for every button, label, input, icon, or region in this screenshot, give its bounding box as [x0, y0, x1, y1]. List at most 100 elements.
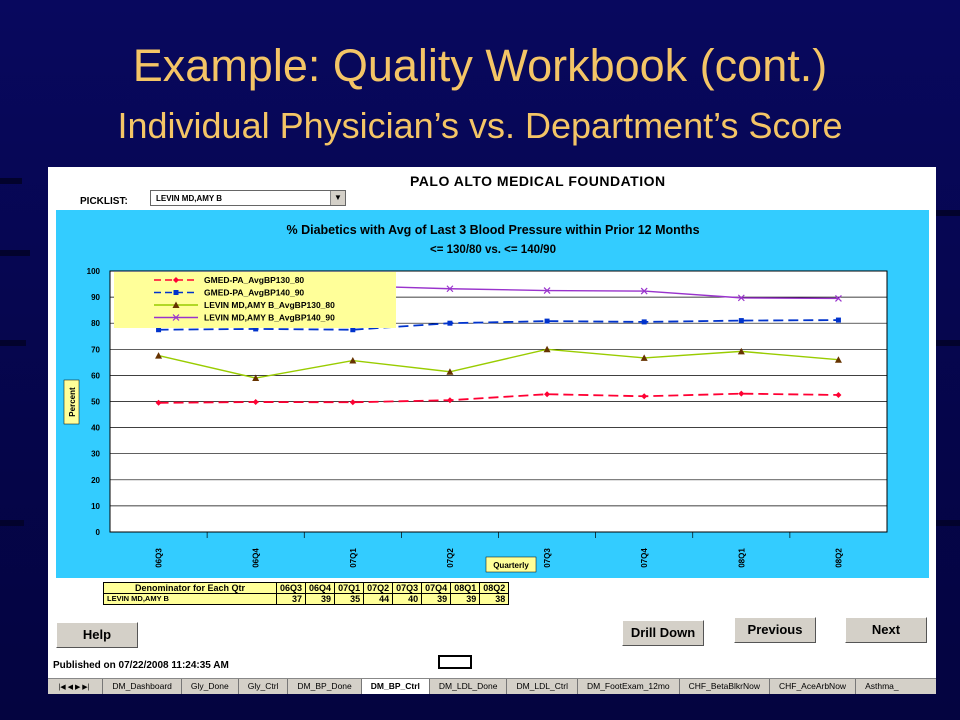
x-axis-label-box	[485, 556, 537, 573]
data-point	[446, 368, 454, 375]
chevron-down-icon[interactable]: ▼	[330, 191, 345, 205]
y-tick-label: 10	[91, 502, 100, 511]
table-header-cell: 07Q2	[363, 582, 394, 594]
sheet-tab[interactable]: DM_FootExam_12mo	[576, 679, 679, 694]
tab-nav-arrows[interactable]: |◀ ◀ ▶ ▶|	[58, 684, 90, 691]
x-tick-label: 06Q3	[155, 548, 164, 568]
x-tick-label: 08Q1	[737, 548, 746, 568]
chart-subtitle: <= 130/80 vs. <= 140/90	[430, 244, 556, 256]
picklist-label: PICKLIST:	[80, 196, 128, 207]
data-point	[252, 399, 259, 406]
data-point	[641, 393, 648, 400]
table-cell: 39	[450, 593, 481, 605]
x-tick-label: 07Q1	[349, 548, 358, 568]
sheet-tab[interactable]: DM_LDL_Done	[428, 679, 507, 694]
data-point	[543, 345, 551, 353]
y-tick-label: 60	[91, 371, 100, 380]
table-cell: 39	[305, 593, 336, 605]
data-point	[350, 327, 356, 333]
data-point	[543, 287, 551, 294]
published-timestamp: Published on 07/22/2008 11:24:35 AM	[53, 660, 229, 671]
sheet-tab-bar: |◀ ◀ ▶ ▶| DM_Dashboard Gly_Done Gly_Ctrl DM…	[48, 678, 936, 694]
data-point	[446, 285, 454, 293]
data-point	[835, 294, 842, 302]
y-tick-label: 20	[91, 476, 100, 485]
table-header-row: Denominator for Each Qtr 06Q3 06Q4 07Q1 07Q2…	[103, 582, 510, 594]
denominator-table: Denominator for Each Qtr 06Q3 06Q4 07Q1 07Q2…	[103, 582, 510, 605]
y-tick-label: 80	[91, 319, 100, 328]
edge-bar	[936, 210, 960, 216]
data-point	[252, 374, 260, 382]
series-line	[158, 348, 839, 379]
edge-bar	[936, 340, 960, 346]
data-point	[253, 326, 259, 332]
y-axis-label: Percent	[68, 387, 77, 417]
chart-area: % Diabetics with Avg of Last 3 Blood Pre…	[56, 210, 929, 578]
table-cell: 37	[275, 593, 307, 605]
sheet-tab[interactable]: DM_LDL_Ctrl	[506, 679, 577, 694]
chart-title: % Diabetics with Avg of Last 3 Blood Pre…	[286, 223, 699, 237]
x-axis-label: Quarterly	[493, 561, 529, 570]
drill-down-button[interactable]: Drill Down	[622, 620, 704, 646]
data-point	[641, 319, 647, 325]
series-line	[158, 392, 839, 404]
data-point	[738, 390, 745, 397]
table-header-cell: 07Q4	[421, 582, 452, 594]
slide-subtitle: Individual Physician’s vs. Department’s …	[117, 105, 843, 146]
y-tick-label: 90	[91, 293, 100, 302]
sheet-tab[interactable]: Gly_Ctrl	[237, 679, 288, 694]
table-header-cell: 06Q3	[275, 582, 307, 594]
table-header-cell: 08Q1	[450, 582, 481, 594]
picklist-dropdown[interactable]: LEVIN MD,AMY B ▼	[150, 190, 346, 206]
edge-bar	[0, 520, 24, 526]
x-tick-label: 07Q3	[543, 548, 552, 568]
sheet-tab[interactable]: DM_BP_Ctrl	[360, 679, 429, 694]
table-cell: 35	[334, 593, 365, 605]
y-tick-label: 0	[96, 528, 101, 537]
table-header-cell: 08Q2	[479, 582, 510, 594]
picklist-value: LEVIN MD,AMY B	[156, 194, 223, 203]
data-point	[737, 347, 745, 355]
data-point	[640, 287, 648, 295]
data-point	[349, 399, 356, 406]
table-row-label: LEVIN MD,AMY B	[103, 593, 277, 605]
sheet-tab[interactable]: CHF_AceArbNow	[768, 679, 855, 694]
previous-button[interactable]: Previous	[734, 617, 816, 643]
y-tick-label: 70	[91, 345, 100, 354]
data-point	[349, 357, 357, 364]
y-axis-label-box	[63, 379, 80, 425]
x-tick-label: 06Q4	[252, 548, 261, 568]
next-button[interactable]: Next	[845, 617, 927, 643]
table-header-label: Denominator for Each Qtr	[103, 582, 277, 594]
help-button[interactable]: Help	[56, 622, 138, 648]
edge-bar	[0, 340, 26, 346]
sheet-tab[interactable]: DM_BP_Done	[287, 679, 360, 694]
legend-label: GMED-PA_AvgBP130_80	[204, 275, 304, 285]
sheet-tab[interactable]: Asthma_	[855, 679, 908, 694]
data-point	[173, 277, 179, 283]
table-cell: 38	[479, 593, 510, 605]
org-title: PALO ALTO MEDICAL FOUNDATION	[410, 173, 666, 189]
x-tick-label: 07Q4	[640, 548, 649, 568]
table-header-cell: 07Q1	[334, 582, 365, 594]
sheet-tab[interactable]: CHF_BetaBlkrNow	[678, 679, 769, 694]
x-tick-label: 07Q2	[446, 548, 455, 568]
sheet-tab[interactable]: Gly_Done	[180, 679, 238, 694]
data-point	[835, 317, 841, 323]
table-cell: 39	[421, 593, 452, 605]
legend-box	[114, 272, 396, 328]
table-header-cell: 06Q4	[305, 582, 336, 594]
legend-label: LEVIN MD,AMY B_AvgBP140_90	[204, 313, 335, 323]
sheet-tab[interactable]: DM_Dashboard	[102, 679, 181, 694]
data-point	[834, 356, 842, 363]
table-header-cell: 07Q3	[392, 582, 423, 594]
data-point	[835, 391, 842, 398]
data-point	[640, 354, 648, 361]
line-chart: % Diabetics with Avg of Last 3 Blood Pre…	[63, 223, 888, 573]
y-tick-label: 40	[91, 424, 100, 433]
checkbox-icon[interactable]	[438, 655, 472, 669]
data-point	[738, 318, 744, 324]
y-tick-label: 30	[91, 450, 100, 459]
series-line	[158, 319, 839, 331]
data-point	[544, 391, 551, 398]
